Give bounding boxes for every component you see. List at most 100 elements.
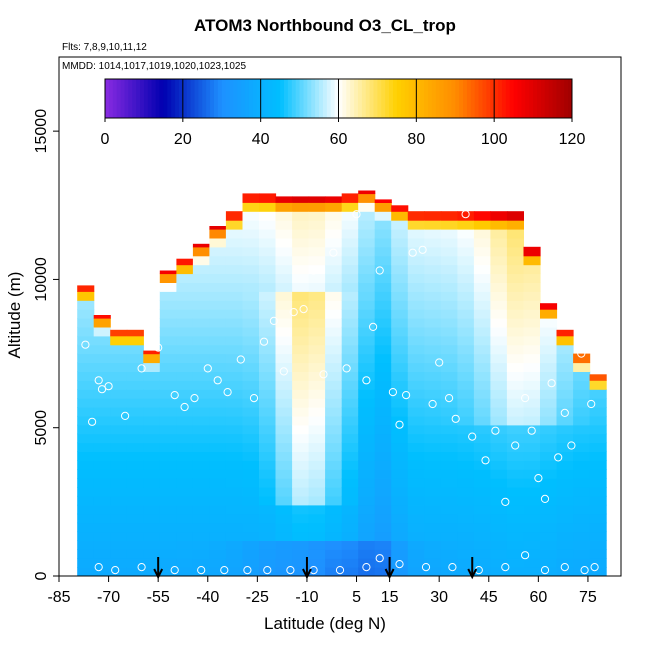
heat-cell	[209, 362, 227, 372]
heat-cell	[573, 380, 591, 390]
heat-cell	[242, 300, 260, 310]
heat-cell	[490, 549, 508, 559]
heat-cell	[209, 469, 227, 479]
heat-cell	[407, 469, 425, 479]
heat-cell	[292, 398, 310, 408]
heat-cell	[93, 558, 111, 568]
sample-point	[137, 563, 146, 572]
heat-cell	[275, 433, 293, 444]
heat-cell	[77, 513, 95, 524]
colorbar-cell	[568, 79, 573, 118]
heat-cell	[308, 255, 326, 266]
heat-cell	[308, 309, 326, 319]
heat-cell	[209, 451, 227, 461]
heat-cell	[374, 202, 392, 212]
heat-cell	[209, 371, 227, 381]
heat-cell	[424, 211, 442, 221]
heat-cell	[292, 282, 310, 292]
heat-cell	[159, 344, 177, 355]
heat-cell	[126, 380, 144, 390]
heat-cell	[457, 380, 475, 390]
x-tick-label: -85	[47, 589, 70, 606]
sample-point	[352, 210, 361, 219]
heat-cell	[573, 540, 591, 550]
heat-cell	[523, 300, 541, 310]
heat-cell	[93, 315, 111, 319]
heat-cell	[126, 495, 144, 506]
heat-cell	[259, 291, 277, 301]
sample-point	[554, 453, 563, 462]
heat-cell	[457, 398, 475, 408]
heat-cell	[374, 478, 392, 488]
heat-cell	[77, 424, 95, 435]
sample-point	[590, 563, 599, 572]
heat-cell	[259, 229, 277, 239]
heat-cell	[374, 469, 392, 479]
heat-cell	[143, 522, 161, 533]
heat-cell	[325, 353, 343, 364]
heat-cell	[523, 558, 541, 568]
heat-cell	[126, 504, 144, 515]
heat-cell	[473, 264, 491, 275]
heat-cell	[424, 389, 442, 399]
heat-cell	[325, 371, 343, 381]
heat-cell	[259, 451, 277, 461]
heat-cell	[292, 196, 310, 203]
heat-cell	[225, 344, 243, 355]
heat-cell	[391, 246, 409, 257]
heat-cell	[275, 487, 293, 497]
colorbar-cell	[350, 79, 355, 118]
heat-cell	[506, 282, 524, 292]
heat-cell	[176, 362, 194, 372]
heat-cell	[374, 389, 392, 399]
heat-cell	[374, 362, 392, 372]
x-tick-label: 45	[480, 589, 498, 606]
heat-cell	[308, 558, 326, 568]
heat-cell	[540, 469, 558, 479]
heat-cell	[242, 389, 260, 399]
heat-cell	[292, 558, 310, 568]
heat-cell	[556, 478, 574, 488]
heat-cell	[589, 549, 607, 559]
heat-cell	[473, 487, 491, 497]
heat-cell	[308, 229, 326, 239]
heat-cell	[110, 451, 128, 461]
heat-cell	[556, 451, 574, 461]
heat-cell	[473, 335, 491, 346]
heat-cell	[540, 558, 558, 568]
heat-cell	[556, 513, 574, 524]
heat-cell	[242, 398, 260, 408]
heat-cell	[374, 495, 392, 506]
heat-cell	[440, 318, 458, 328]
colorbar-cell	[299, 79, 304, 118]
heat-cell	[275, 522, 293, 533]
heat-cell	[126, 407, 144, 417]
heat-cell	[292, 451, 310, 461]
heat-cell	[374, 229, 392, 239]
sample-point	[577, 349, 586, 358]
heat-cell	[275, 380, 293, 390]
heat-cell	[209, 264, 227, 275]
colorbar-cell	[159, 79, 164, 118]
y-axis: 0 5000 10000 15000	[33, 109, 59, 580]
heat-cell	[93, 371, 111, 381]
heat-cell	[176, 549, 194, 559]
colorbar-cell	[182, 79, 188, 118]
heat-cell	[308, 389, 326, 399]
heat-cell	[540, 407, 558, 417]
heat-cell	[341, 407, 359, 417]
heat-cell	[358, 190, 376, 195]
heat-cell	[341, 451, 359, 461]
heat-cell	[589, 504, 607, 515]
heat-cell	[457, 362, 475, 372]
heat-cell	[192, 522, 210, 533]
heat-cell	[341, 415, 359, 426]
heat-cell	[473, 478, 491, 488]
heat-cell	[110, 478, 128, 488]
heat-cell	[308, 398, 326, 408]
heat-cell	[374, 211, 392, 221]
heat-cell	[407, 220, 425, 230]
heat-cell	[308, 460, 326, 470]
heat-cell	[440, 531, 458, 541]
